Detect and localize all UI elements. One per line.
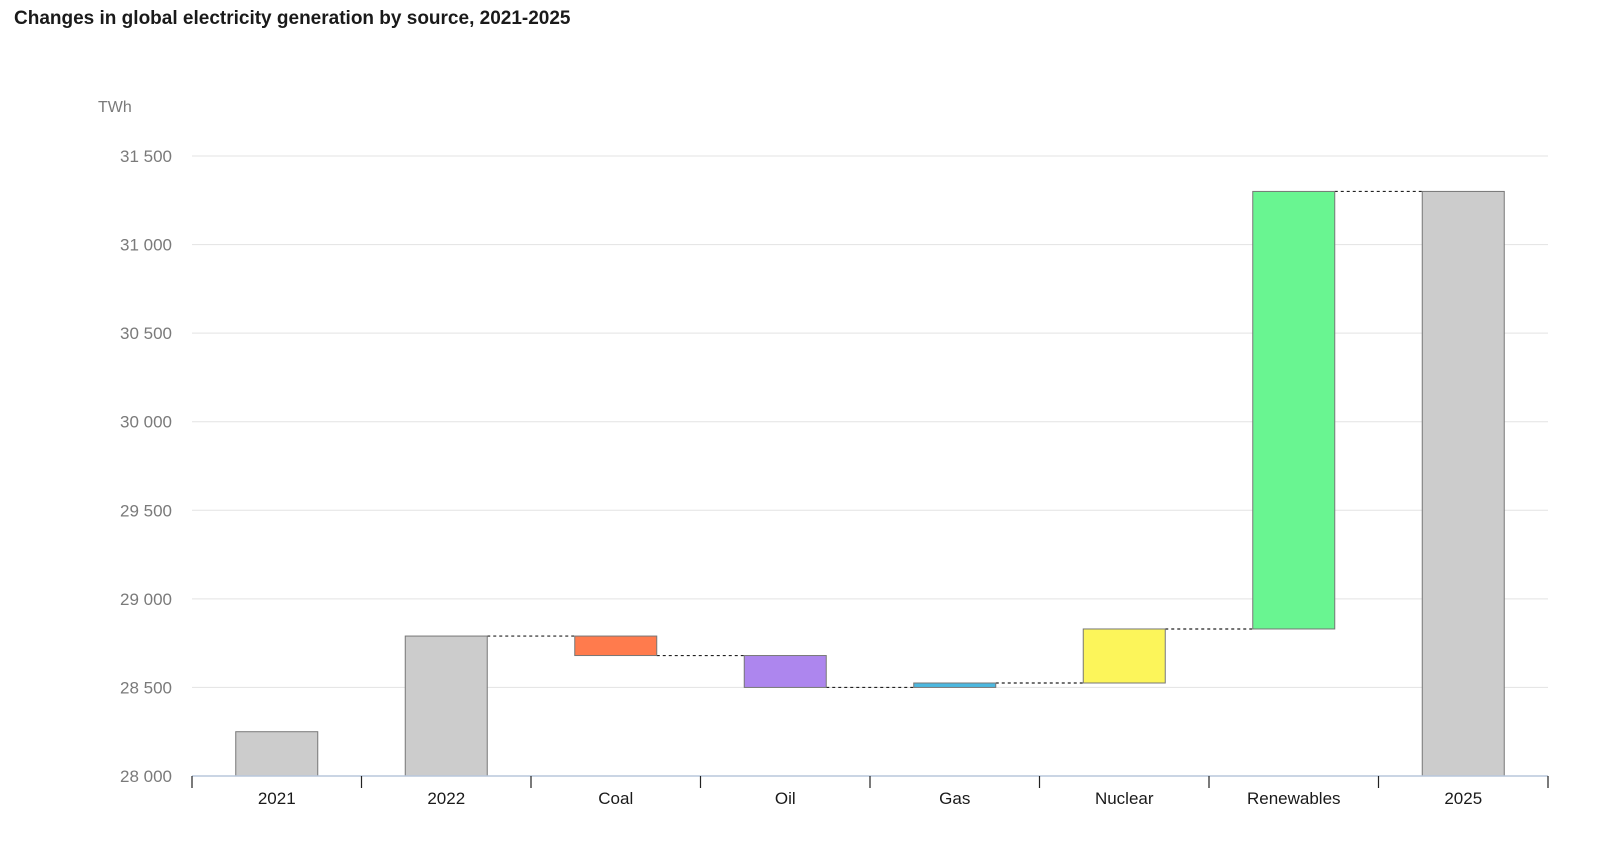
x-tick-label: Oil <box>775 789 796 808</box>
x-axis-tick-labels: 2021 2022 Coal Oil Gas Nuclear Renewables 2025 <box>258 789 1482 808</box>
y-tick-label: 30 500 <box>120 324 172 343</box>
x-tick-label: 2021 <box>258 789 296 808</box>
x-tick-label: Gas <box>939 789 970 808</box>
bar-2021 <box>235 731 319 777</box>
y-tick-label: 29 000 <box>120 590 172 609</box>
x-tick-label: Nuclear <box>1095 789 1154 808</box>
x-tick-label: Renewables <box>1247 789 1341 808</box>
bar-renewables <box>1252 190 1336 630</box>
bar-oil <box>743 655 827 688</box>
bar-2022 <box>404 635 488 777</box>
x-tick-label: 2025 <box>1444 789 1482 808</box>
connector-lines <box>487 190 1423 689</box>
y-tick-label: 30 000 <box>120 413 172 432</box>
y-tick-label: 29 500 <box>120 501 172 520</box>
bar-coal <box>574 635 658 657</box>
y-tick-label: 28 500 <box>120 678 172 697</box>
y-tick-label: 31 500 <box>120 147 172 166</box>
bar-gas <box>913 682 997 688</box>
x-tick-label: Coal <box>598 789 633 808</box>
x-axis <box>191 775 1549 788</box>
gridlines <box>192 155 1548 688</box>
y-axis-unit-label: TWh <box>98 99 132 116</box>
y-tick-label: 31 000 <box>120 236 172 255</box>
bars <box>235 190 1505 777</box>
y-tick-label: 28 000 <box>120 767 172 786</box>
y-axis-tick-labels: 28 000 28 500 29 000 29 500 30 000 30 500 31 0… <box>120 147 172 786</box>
bar-2025 <box>1421 190 1505 777</box>
bar-nuclear <box>1082 628 1166 684</box>
x-tick-label: 2022 <box>427 789 465 808</box>
chart-title: Changes in global electricity generation… <box>14 8 571 29</box>
